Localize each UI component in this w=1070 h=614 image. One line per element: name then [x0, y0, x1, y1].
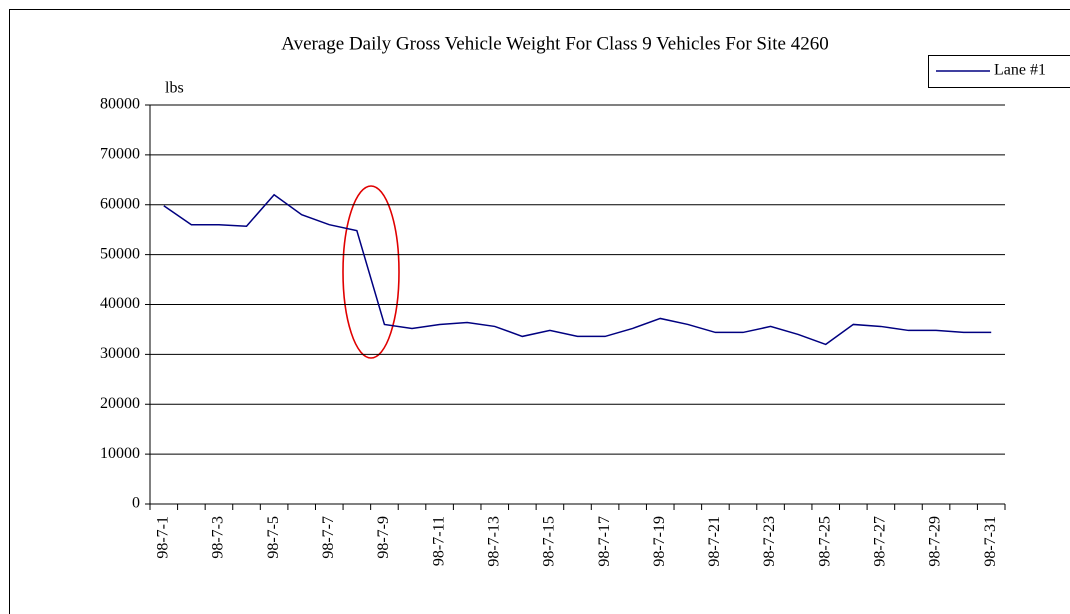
x-tick-label: 98-7-27: [872, 516, 889, 567]
y-axis-label: lbs: [165, 80, 184, 97]
y-tick-label: 30000: [100, 345, 140, 362]
y-tick-label: 20000: [100, 395, 140, 412]
y-tick-label: 40000: [100, 295, 140, 312]
y-tick-label: 0: [132, 495, 140, 512]
highlight-ellipse: [342, 185, 400, 359]
y-tick-label: 80000: [100, 96, 140, 113]
x-tick-label: 98-7-15: [541, 516, 558, 567]
chart-border: [9, 9, 1070, 614]
x-tick-label: 98-7-17: [596, 516, 613, 567]
line-series: [163, 193, 992, 346]
y-tick-label: 10000: [100, 445, 140, 462]
x-tick-label: 98-7-21: [706, 516, 723, 567]
x-tick-label: 98-7-19: [651, 516, 668, 567]
x-tick-label: 98-7-11: [430, 516, 447, 566]
y-tick-label: 60000: [100, 195, 140, 212]
chart-title: Average Daily Gross Vehicle Weight For C…: [281, 33, 828, 54]
x-tick-label: 98-7-25: [816, 516, 833, 567]
x-tick-label: 98-7-1: [154, 516, 171, 559]
legend-label: Lane #1: [994, 62, 1046, 79]
x-tick-label: 98-7-23: [761, 516, 778, 567]
x-tick-label: 98-7-29: [927, 516, 944, 567]
x-tick-label: 98-7-7: [320, 516, 337, 559]
x-tick-label: 98-7-3: [210, 516, 227, 559]
y-tick-label: 70000: [100, 146, 140, 163]
x-tick-label: 98-7-5: [265, 516, 282, 559]
x-tick-label: 98-7-9: [375, 516, 392, 559]
y-tick-label: 50000: [100, 245, 140, 262]
x-tick-label: 98-7-31: [982, 516, 999, 567]
x-tick-label: 98-7-13: [485, 516, 502, 567]
